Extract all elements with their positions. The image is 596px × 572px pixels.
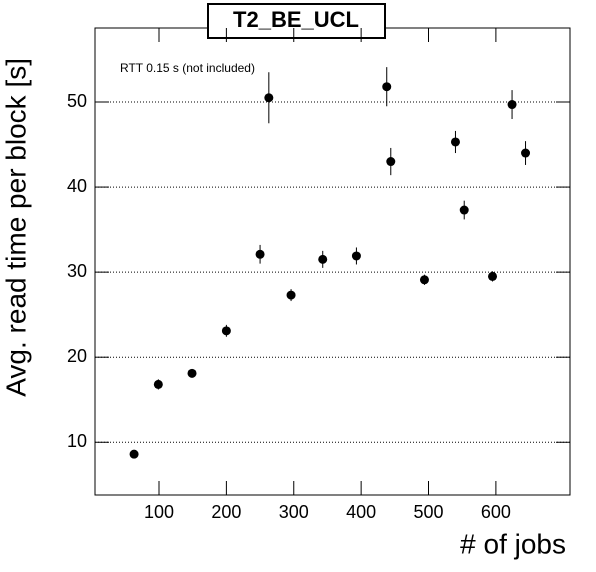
data-point [386,157,396,167]
x-tick-label: 600 [481,502,511,522]
x-tick-label: 100 [144,502,174,522]
x-tick-label: 200 [211,502,241,522]
data-point [318,254,328,264]
x-axis-label: # of jobs [460,528,566,559]
y-tick-label: 50 [67,91,87,111]
data-point [507,100,517,110]
data-point [187,368,197,378]
annotation: RTT 0.15 s (not included) [120,61,255,75]
data-point [419,275,429,285]
data-point [488,271,498,281]
data-point [459,205,469,215]
y-tick-label: 30 [67,261,87,281]
data-point [221,326,231,336]
data-point [255,249,265,259]
x-tick-label: 300 [279,502,309,522]
y-tick-label: 10 [67,431,87,451]
data-point [129,449,139,459]
data-point [264,93,274,103]
y-axis-label: Avg. read time per block [s] [0,58,31,397]
data-point [450,137,460,147]
data-point [286,290,296,300]
data-point [521,148,531,158]
y-tick-label: 40 [67,176,87,196]
data-point [153,379,163,389]
data-point [351,251,361,261]
y-tick-label: 20 [67,346,87,366]
title-box [207,3,386,39]
data-point [382,82,392,92]
chart-title: T2_BE_UCL [233,7,359,32]
x-tick-label: 500 [413,502,443,522]
x-tick-label: 400 [346,502,376,522]
